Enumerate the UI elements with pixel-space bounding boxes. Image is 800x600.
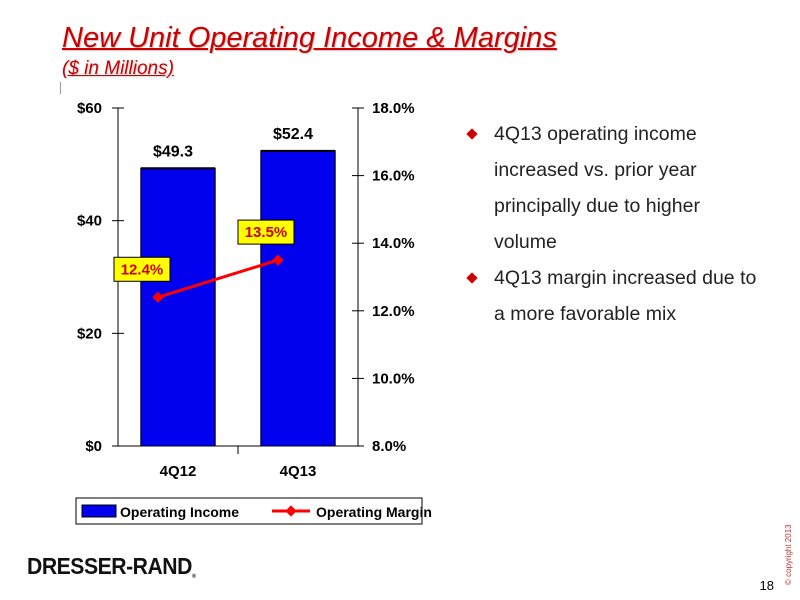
- left-axis-tick-label: $60: [77, 100, 102, 117]
- margin-label-box: [113, 256, 171, 282]
- left-axis-tick-label: $40: [77, 213, 102, 230]
- margin-value-label: 12.4%: [121, 261, 164, 278]
- chart-axes: $0 $20 $40 $60 8.0% 10.0% 12.0% 14.0% 16.0% 18.0%…: [77, 100, 415, 480]
- diamond-bullet-icon: [466, 272, 478, 284]
- left-axis-tick-label: $20: [77, 325, 102, 342]
- operating-margin-line: [157, 258, 279, 299]
- left-axis-tick-label: $0: [85, 438, 102, 455]
- bar-value-label: $52.4: [273, 126, 313, 143]
- logo-text: DRESSER-RAND: [27, 553, 192, 579]
- page-number: 18: [759, 578, 774, 593]
- right-axis-tick-label: 14.0%: [372, 235, 415, 252]
- right-axis-tick-label: 16.0%: [372, 168, 415, 185]
- legend-label: Operating Income: [120, 504, 239, 520]
- commentary-bullets: 4Q13 operating income increased vs. prio…: [466, 116, 766, 332]
- copyright-note: © copyright 2013: [784, 524, 793, 585]
- bar-operating-income: [260, 150, 336, 447]
- margin-label-box: [237, 219, 295, 245]
- bullet-text: 4Q13 operating income increased vs. prio…: [494, 123, 700, 253]
- legend-label: Operating Margin: [316, 504, 432, 520]
- chart-bars: [140, 149, 336, 447]
- logo-registered-mark: ®: [191, 574, 196, 580]
- title-divider: [60, 82, 61, 94]
- right-axis-tick-label: 12.0%: [372, 303, 415, 320]
- dresser-rand-logo: DRESSER-RAND®: [27, 553, 196, 580]
- bullet-item: 4Q13 margin increased due to a more favo…: [466, 260, 766, 332]
- right-axis-tick-label: 8.0%: [372, 438, 406, 455]
- x-axis-tick-label: 4Q12: [160, 463, 197, 480]
- bar-operating-income: [140, 167, 216, 447]
- legend-swatch-marker: [285, 505, 297, 517]
- legend-box: [75, 497, 423, 525]
- chart-legend: Operating Income Operating Margin: [75, 497, 432, 525]
- slide-subtitle: ($ in Millions): [62, 58, 174, 79]
- bullet-text: 4Q13 margin increased due to a more favo…: [494, 267, 757, 325]
- diamond-bullet-icon: [466, 128, 478, 140]
- slide-title: New Unit Operating Income & Margins: [62, 22, 557, 54]
- right-axis-tick-label: 18.0%: [372, 100, 415, 117]
- operating-margin-point: [152, 291, 164, 303]
- margin-value-label: 13.5%: [245, 224, 288, 241]
- bullet-item: 4Q13 operating income increased vs. prio…: [466, 116, 766, 260]
- right-axis-tick-label: 10.0%: [372, 370, 415, 387]
- bar-value-label: $49.3: [153, 143, 193, 160]
- chart-data-labels: $49.3 $52.4 12.4% 13.5%: [113, 126, 313, 282]
- chart-margin-line: [152, 254, 284, 303]
- legend-swatch-bar: [81, 504, 117, 518]
- operating-margin-point: [272, 254, 284, 266]
- x-axis-tick-label: 4Q13: [280, 463, 317, 480]
